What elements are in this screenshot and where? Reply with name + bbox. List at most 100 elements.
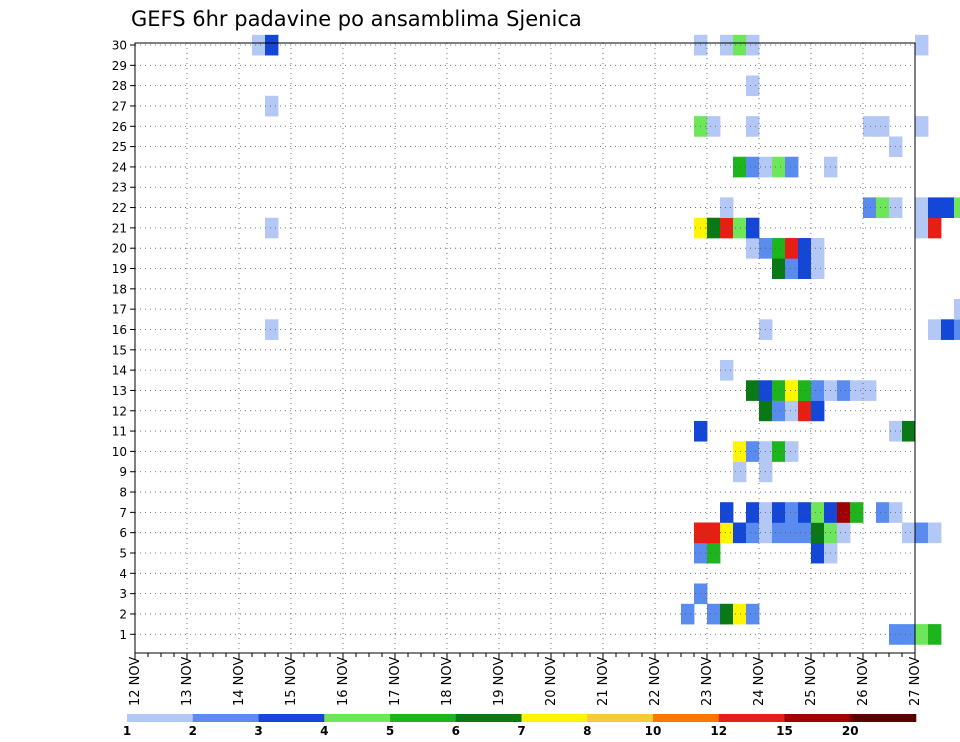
cell-m26-s47 (746, 116, 760, 137)
cell-m16-s63 (954, 319, 960, 340)
x-tick-label: 27 NOV (908, 657, 923, 706)
cell-m6-s46 (733, 522, 747, 544)
cell-m6-s52 (811, 522, 825, 544)
y-tick-label: 8 (119, 486, 127, 500)
x-tick-label: 17 NOV (388, 657, 403, 706)
y-tick-label: 9 (119, 465, 127, 479)
cell-m5-s52 (811, 542, 825, 564)
cell-m7-s55 (850, 502, 864, 523)
y-tick-label: 2 (119, 607, 127, 621)
x-tick-label: 16 NOV (336, 657, 351, 706)
gridlines (135, 43, 915, 653)
y-tick-label: 7 (119, 506, 127, 520)
y-tick-label: 15 (112, 343, 127, 357)
cell-m10-s46 (733, 441, 747, 462)
cell-m16-s62 (941, 319, 955, 340)
legend-label: 20 (842, 724, 859, 738)
cell-m16-s61 (928, 319, 942, 340)
x-axis: 12 NOV 13 NOV 14 NOV 15 NOV 16 NOV 17 NOV 18 N… (128, 653, 923, 706)
y-tick-label: 6 (119, 526, 127, 540)
cell-m22-s62 (941, 197, 955, 219)
y-tick-label: 18 (112, 282, 127, 296)
y-tick-label: 24 (112, 160, 127, 174)
cell-m30-s10 (265, 34, 279, 56)
cell-m2-s44 (707, 603, 721, 625)
cell-m2-s46 (733, 603, 747, 625)
x-tick-label: 14 NOV (232, 657, 247, 706)
cell-m20-s49 (772, 238, 786, 259)
legend-label: 6 (452, 724, 460, 738)
cell-m19-s51 (798, 258, 812, 279)
cell-m7-s54 (837, 502, 851, 523)
y-tick-label: 11 (112, 425, 127, 439)
y-tick-label: 21 (112, 221, 127, 235)
cell-m22-s57 (876, 197, 890, 219)
cell-m21-s10 (265, 217, 279, 239)
cell-m2-s45 (720, 603, 734, 625)
y-tick-label: 5 (119, 547, 127, 561)
legend-label: 3 (254, 724, 262, 738)
cell-m7-s47 (746, 502, 760, 523)
cell-m13-s56 (863, 380, 877, 401)
cell-m16-s10 (265, 319, 279, 340)
cell-m14-s45 (720, 359, 734, 381)
y-tick-label: 29 (112, 59, 127, 73)
cell-m24-s50 (785, 156, 799, 178)
legend-swatch (127, 714, 194, 722)
cell-m7-s52 (811, 502, 825, 523)
y-tick-label: 27 (112, 99, 127, 113)
cell-m27-s10 (265, 95, 279, 117)
x-tick-label: 23 NOV (700, 657, 715, 706)
color-legend: 1 2 3 4 5 6 7 8 10 12 15 20 (123, 714, 917, 738)
cell-m1-s60 (915, 624, 929, 645)
cell-m7-s45 (720, 502, 734, 523)
cell-m21-s46 (733, 217, 747, 239)
cell-m21-s44 (707, 217, 721, 239)
cell-m30-s46 (733, 34, 747, 56)
cell-m24-s46 (733, 156, 747, 178)
cell-m20-s47 (746, 238, 760, 259)
y-tick-label: 13 (112, 384, 127, 398)
cell-m26-s57 (876, 116, 890, 137)
legend-label: 1 (123, 724, 131, 738)
cell-m13-s52 (811, 380, 825, 401)
plot-frame (134, 42, 916, 654)
cell-m10-s50 (785, 441, 799, 462)
y-tick-label: 20 (112, 242, 127, 256)
cell-m20-s50 (785, 238, 799, 259)
cell-m9-s46 (733, 461, 747, 483)
legend-swatch (455, 714, 522, 722)
legend-label: 12 (710, 724, 727, 738)
legend-swatch (324, 714, 391, 722)
cell-m6-s54 (837, 522, 851, 544)
cell-m22-s45 (720, 197, 734, 219)
cell-m1-s61 (928, 624, 942, 645)
cell-m2-s42 (681, 603, 695, 625)
y-tick-label: 19 (112, 262, 127, 276)
x-tick-label: 15 NOV (284, 657, 299, 706)
y-tick-label: 1 (119, 628, 127, 642)
cell-m22-s63 (954, 197, 960, 219)
cell-m13-s47 (746, 380, 760, 401)
legend-label: 7 (517, 724, 525, 738)
cell-m6-s61 (928, 522, 942, 544)
cell-m7-s49 (772, 502, 786, 523)
cell-m6-s49 (772, 522, 786, 544)
cell-m6-s60 (915, 522, 929, 544)
cell-m13-s54 (837, 380, 851, 401)
cell-m7-s51 (798, 502, 812, 523)
y-tick-label: 16 (112, 323, 127, 337)
cell-m19-s49 (772, 258, 786, 279)
legend-swatch (521, 714, 588, 722)
cell-m6-s45 (720, 522, 734, 544)
cell-m22-s60 (915, 197, 929, 219)
x-tick-label: 21 NOV (596, 657, 611, 706)
legend-label: 10 (645, 724, 662, 738)
y-tick-label: 10 (112, 445, 127, 459)
x-tick-label: 12 NOV (128, 657, 143, 706)
cell-m6-s47 (746, 522, 760, 544)
legend-swatch (258, 714, 325, 722)
x-tick-label: 24 NOV (752, 657, 767, 706)
x-tick-label: 25 NOV (804, 657, 819, 706)
y-tick-label: 26 (112, 120, 127, 134)
